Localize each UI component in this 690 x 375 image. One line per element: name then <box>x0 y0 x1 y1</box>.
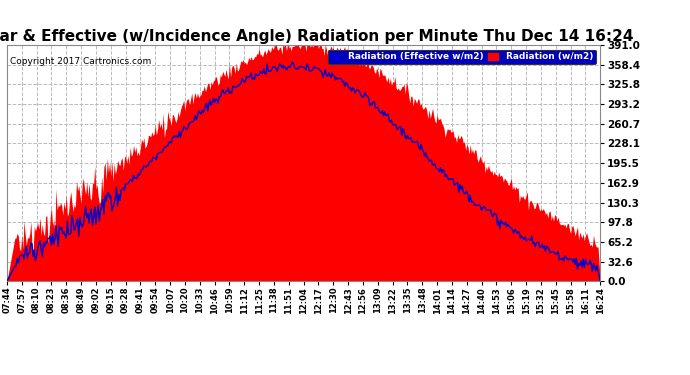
Title: Solar & Effective (w/Incidence Angle) Radiation per Minute Thu Dec 14 16:24: Solar & Effective (w/Incidence Angle) Ra… <box>0 29 634 44</box>
Text: Copyright 2017 Cartronics.com: Copyright 2017 Cartronics.com <box>10 57 152 66</box>
Legend: Radiation (Effective w/m2), Radiation (w/m2): Radiation (Effective w/m2), Radiation (w… <box>328 50 595 64</box>
